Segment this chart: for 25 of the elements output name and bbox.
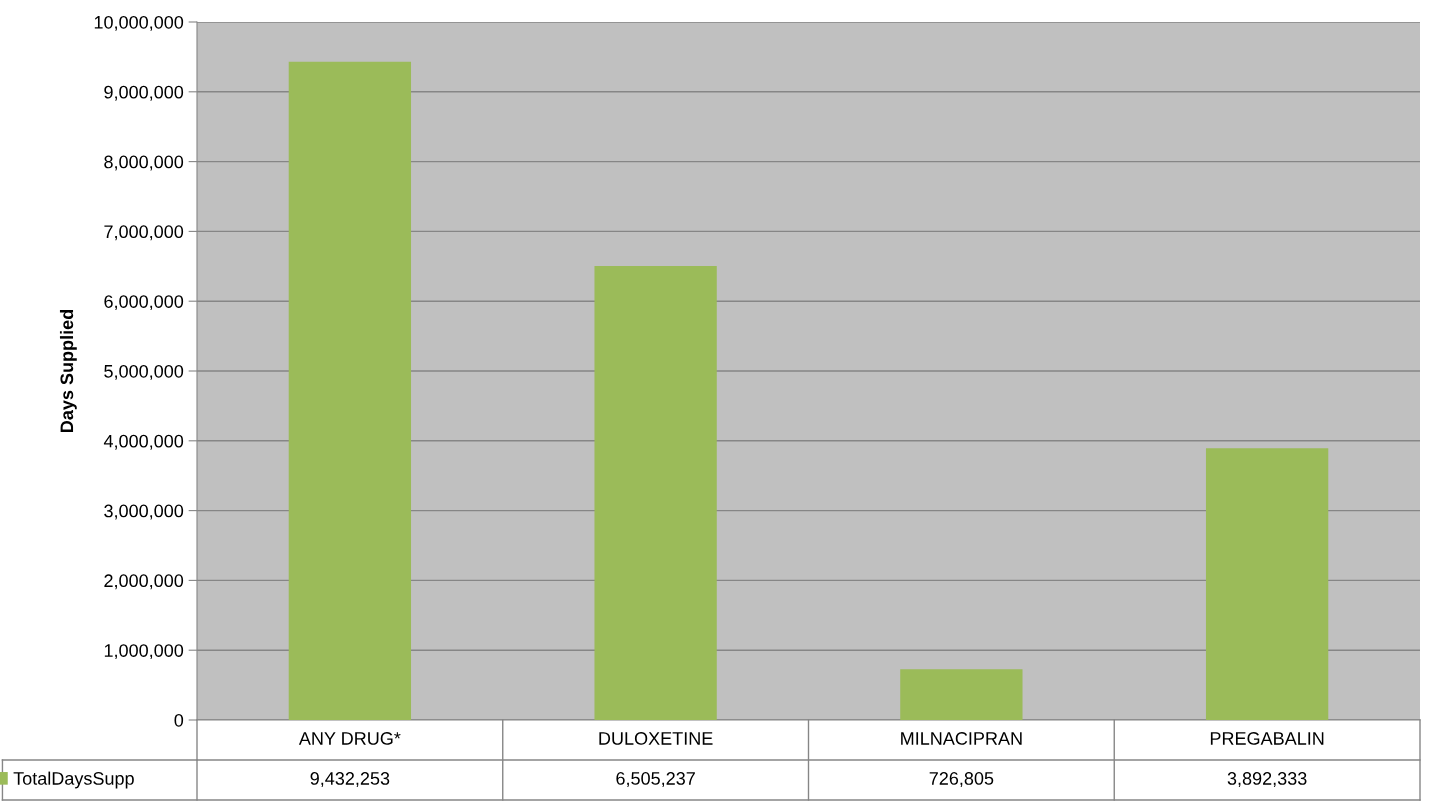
x-tick-label: ANY DRUG* (298, 732, 401, 745)
x-tick-label: PREGABALIN (1210, 732, 1324, 745)
y-tick-label: 4,000,000 (103, 434, 184, 450)
bar (594, 265, 717, 720)
x-tick-label: DULOXETINE (599, 732, 713, 745)
y-tick-label: 2,000,000 (104, 574, 184, 590)
bar (1205, 448, 1329, 720)
y-tick-label: 1,000,000 (104, 644, 184, 660)
x-tick-label: MILNACIPRAN (901, 732, 1022, 745)
bar (288, 61, 412, 720)
y-tick-label: 5,000,000 (104, 364, 184, 380)
y-tick-label: 8,000,000 (104, 155, 184, 171)
y-tick-label: 9,000,000 (104, 85, 184, 101)
y-tick-label: 3,000,000 (104, 504, 184, 520)
data-label: 726,805 (929, 772, 994, 787)
data-label: 3,892,333 (1227, 772, 1307, 787)
data-label: 9,432,253 (310, 772, 390, 787)
data-label: 6,505,237 (616, 772, 695, 787)
y-tick-label: 6,000,000 (104, 295, 184, 311)
y-tick-label: 10,000,000 (94, 15, 184, 31)
y-axis-title: Days Supplied (59, 309, 77, 432)
y-tick-label: 0 (174, 713, 184, 727)
legend-label: TotalDaysSupp (13, 771, 134, 789)
y-tick-label: 7,000,000 (104, 225, 184, 241)
bar (900, 669, 1023, 720)
